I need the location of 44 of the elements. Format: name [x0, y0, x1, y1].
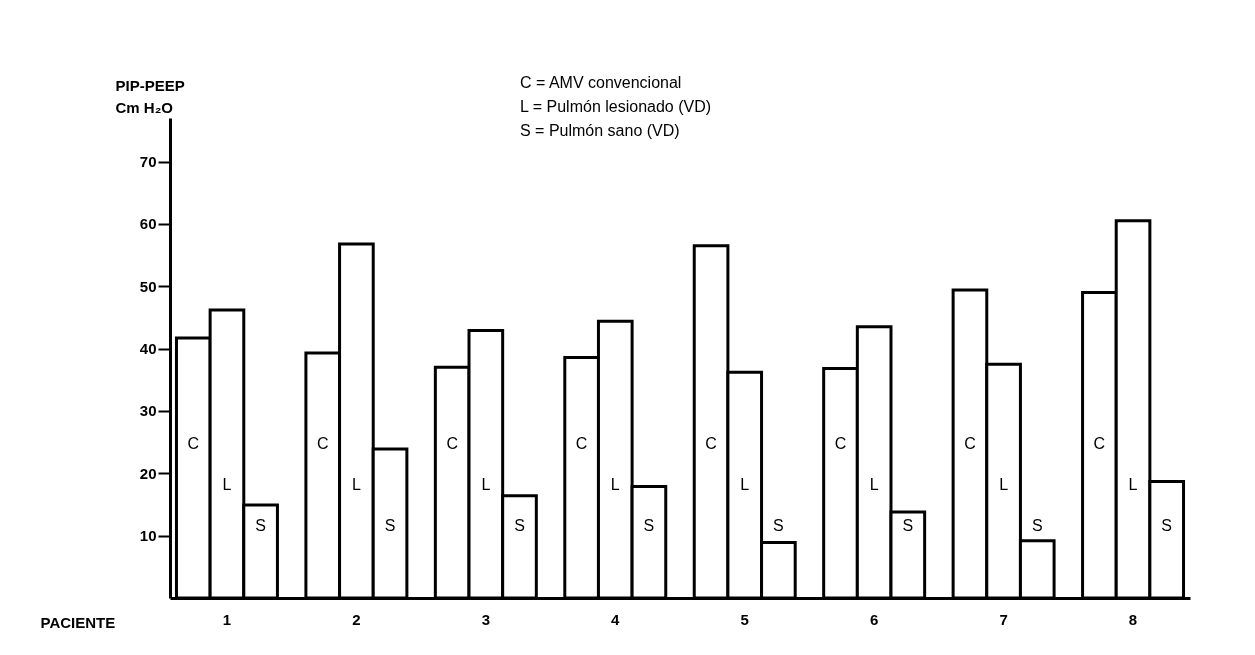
x-tick-label: 4: [611, 610, 621, 628]
text: S: [773, 517, 784, 534]
text: C: [705, 435, 717, 453]
text: S: [1031, 517, 1043, 534]
text: C: [316, 435, 329, 453]
y-tick-label: 50: [139, 277, 157, 295]
x-tick-label: 5: [740, 610, 749, 628]
x-tick-label: 1: [222, 610, 232, 628]
text: C: [575, 435, 588, 453]
text: L: [869, 476, 879, 494]
y-tick-label: 70: [139, 153, 157, 171]
text: S: [384, 517, 396, 534]
y-tick-label: 10: [139, 527, 157, 545]
text: S: [514, 517, 525, 534]
series-label: L: [1128, 476, 1138, 494]
text: L = Pulmón lesionado (VD): [520, 98, 712, 115]
x-tick-label: 8: [1128, 610, 1138, 628]
y-tick-label: 20: [139, 464, 157, 482]
x-tick-label: 6: [869, 610, 879, 628]
text: L: [999, 476, 1009, 494]
x-tick-label: 3: [481, 610, 491, 628]
text: S: [255, 517, 266, 534]
annotation: S = Pulmón sano (VD): [520, 122, 680, 139]
series-label: C: [446, 435, 458, 453]
x-tick-label: 2: [352, 610, 361, 628]
text: C: [834, 435, 847, 453]
y-axis-title: PIP-PEEP Cm H₂O: [115, 76, 185, 116]
text: L: [222, 476, 232, 494]
text: S: [643, 517, 655, 534]
x-tick-label: 7: [999, 610, 1008, 628]
text: C: [1093, 435, 1106, 453]
y-tick-label: 60: [139, 215, 157, 233]
x-axis-title: PACIENTE: [40, 613, 116, 631]
y-tick-label: 40: [139, 340, 157, 358]
series-label: S: [902, 517, 914, 534]
text: C: [964, 435, 976, 453]
text: L: [610, 476, 620, 494]
text: C = AMV convencional: [520, 74, 682, 91]
text: L: [481, 476, 491, 494]
text: C: [187, 435, 200, 453]
text: L: [351, 476, 361, 494]
text: L: [740, 476, 750, 494]
y-tick-label: 30: [139, 402, 157, 420]
text: S: [1161, 517, 1173, 534]
